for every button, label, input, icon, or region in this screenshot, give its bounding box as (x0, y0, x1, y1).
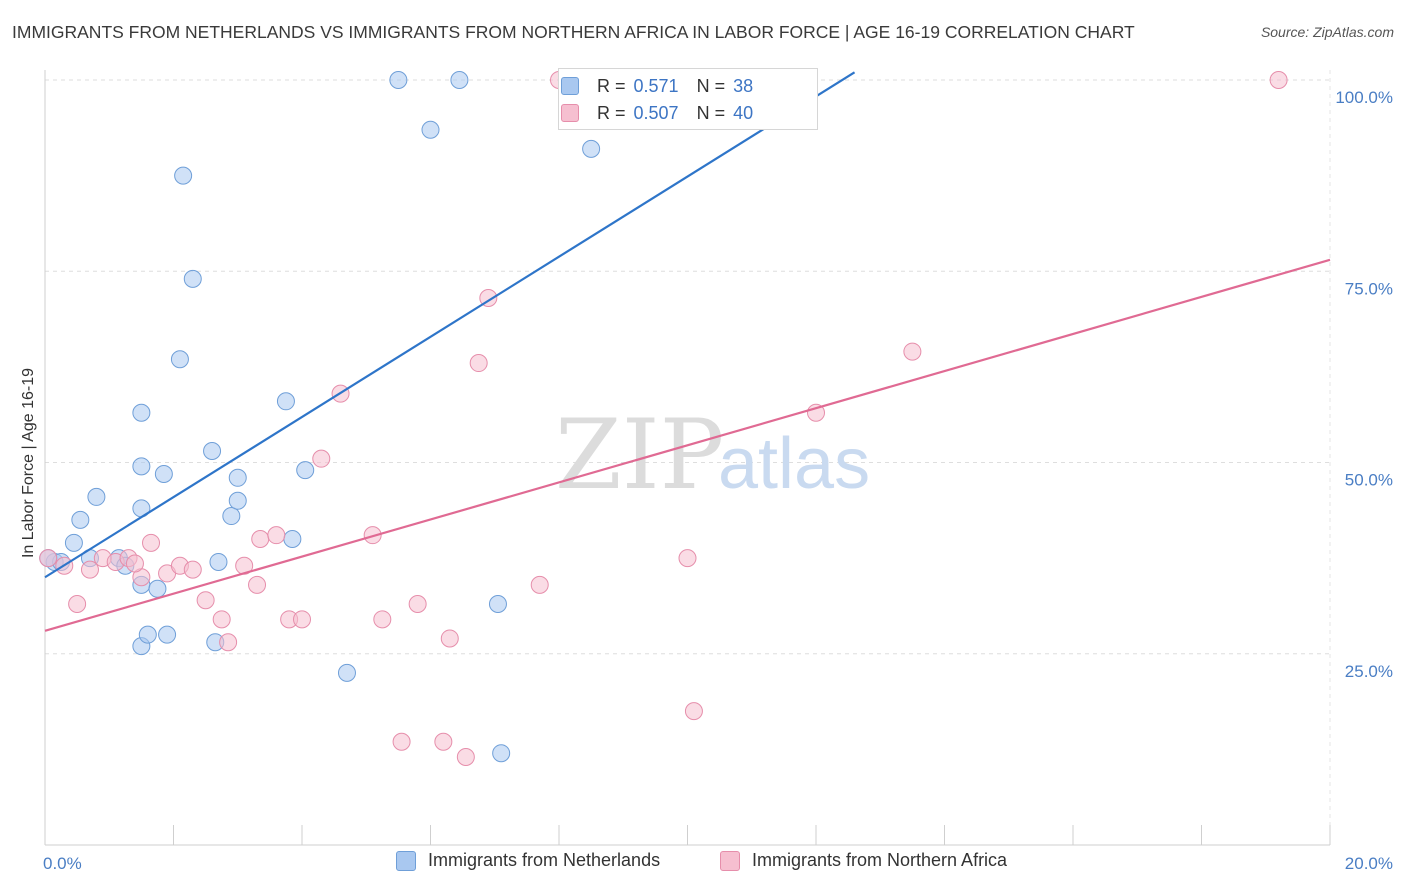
point-netherlands (64, 533, 83, 552)
r-value-northern-africa: 0.507 (633, 102, 679, 123)
x-tick-label: 20.0% (1345, 854, 1393, 873)
point-northern-africa (440, 629, 459, 648)
point-netherlands (132, 403, 151, 422)
point-northern-africa (392, 732, 411, 751)
watermark-atlas: atlas (718, 424, 870, 504)
point-northern-africa (684, 702, 703, 721)
point-northern-africa (312, 449, 331, 468)
point-northern-africa (408, 595, 427, 614)
legend-item-northern-africa[interactable]: Immigrants from Northern Africa (720, 850, 1007, 871)
point-northern-africa (293, 610, 311, 629)
point-netherlands (296, 461, 315, 480)
point-northern-africa (39, 549, 58, 568)
point-northern-africa (903, 342, 922, 361)
x-tick-labels: 0.0% 20.0% (43, 854, 1393, 873)
legend-label-netherlands: Immigrants from Netherlands (428, 850, 661, 870)
point-northern-africa (434, 732, 453, 751)
point-netherlands (132, 457, 151, 476)
point-northern-africa (373, 610, 392, 629)
point-netherlands (203, 442, 222, 461)
n-label: N = (696, 75, 726, 96)
point-netherlands (283, 530, 302, 548)
point-netherlands (488, 595, 507, 614)
point-northern-africa (80, 560, 99, 579)
r-label: R = (597, 102, 626, 123)
point-netherlands (158, 625, 177, 644)
point-netherlands (222, 507, 241, 526)
trend-line-netherlands (44, 71, 856, 579)
y-tick-labels: 25.0% 50.0% 75.0% 100.0% (1335, 88, 1393, 681)
y-tick-label: 100.0% (1335, 88, 1393, 107)
point-netherlands (450, 71, 469, 89)
point-netherlands (87, 487, 106, 506)
point-northern-africa (456, 748, 475, 767)
point-netherlands (492, 744, 511, 763)
point-northern-africa (248, 575, 267, 594)
point-netherlands (582, 139, 601, 158)
point-netherlands (337, 663, 356, 682)
point-netherlands (276, 392, 295, 411)
point-northern-africa (251, 530, 270, 548)
point-northern-africa (469, 354, 488, 373)
point-northern-africa (678, 549, 697, 568)
legend-label-northern-africa: Immigrants from Northern Africa (752, 850, 1008, 870)
point-netherlands (228, 468, 247, 487)
correlation-stats-box: R = 0.571 N = 38 R = 0.507 N = 40 (558, 68, 818, 130)
y-tick-label: 25.0% (1345, 662, 1393, 681)
r-value-netherlands: 0.571 (633, 75, 679, 96)
x-tick-label: 0.0% (43, 854, 82, 873)
trend-line-northern-africa (44, 258, 1331, 632)
point-northern-africa (219, 633, 238, 652)
point-northern-africa (212, 610, 231, 629)
point-netherlands (228, 491, 247, 510)
point-netherlands (154, 464, 173, 483)
trend-lines (44, 71, 1331, 632)
point-netherlands (421, 120, 440, 139)
n-label: N = (696, 102, 726, 123)
point-netherlands (209, 552, 228, 571)
point-northern-africa (68, 595, 87, 614)
chart-title: IMMIGRANTS FROM NETHERLANDS VS IMMIGRANT… (12, 22, 1135, 42)
stats-swatch-netherlands (561, 77, 579, 95)
legend-swatch-northern-africa (720, 850, 740, 871)
point-netherlands (138, 625, 157, 644)
point-netherlands (183, 269, 202, 288)
point-netherlands (71, 510, 90, 529)
point-northern-africa (125, 554, 144, 573)
legend: Immigrants from Netherlands Immigrants f… (0, 850, 1406, 880)
point-netherlands (174, 166, 193, 185)
axes (44, 70, 1331, 846)
point-netherlands (148, 579, 167, 598)
y-tick-label: 50.0% (1345, 471, 1393, 490)
legend-item-netherlands[interactable]: Immigrants from Netherlands (396, 850, 660, 871)
stats-row-northern-africa: R = 0.507 N = 40 (561, 100, 754, 126)
legend-swatch-netherlands (396, 850, 416, 871)
watermark-zip: ZIP (555, 399, 724, 511)
point-northern-africa (267, 526, 286, 545)
point-netherlands (389, 71, 408, 89)
n-value-northern-africa: 40 (733, 102, 754, 123)
y-tick-label: 75.0% (1345, 279, 1393, 298)
point-northern-africa (142, 533, 161, 552)
stats-row-netherlands: R = 0.571 N = 38 (561, 73, 754, 99)
r-label: R = (597, 75, 626, 96)
point-northern-africa (530, 575, 549, 594)
point-netherlands (170, 350, 189, 369)
y-axis-label: In Labor Force | Age 16-19 (20, 368, 37, 558)
point-northern-africa (196, 591, 215, 610)
source-label: Source: ZipAtlas.com (1260, 24, 1394, 40)
stats-swatch-northern-africa (561, 104, 579, 122)
point-northern-africa (1269, 71, 1288, 89)
n-value-netherlands: 38 (733, 75, 754, 96)
point-northern-africa (183, 560, 202, 579)
